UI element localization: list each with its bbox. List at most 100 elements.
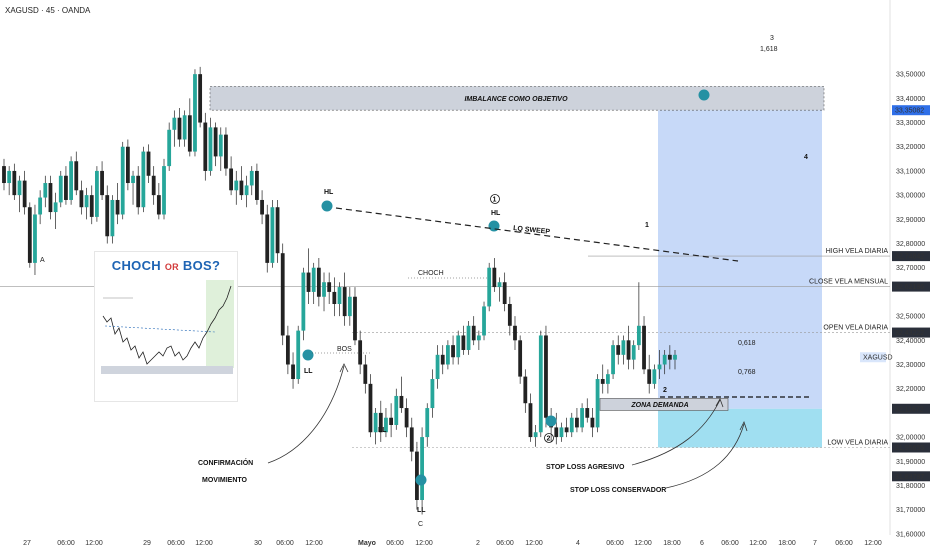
inset-dashed-line	[104, 325, 216, 333]
fib-label: 0,768	[738, 369, 756, 376]
ll-label: LL	[417, 507, 426, 514]
candle-down	[151, 175, 156, 196]
candle-down	[187, 115, 192, 152]
candle-up	[435, 354, 440, 380]
candle-down	[265, 214, 270, 263]
level-value-box	[892, 327, 930, 338]
candle-up	[425, 408, 430, 438]
candle-down	[528, 403, 533, 438]
candle-down	[409, 427, 414, 452]
level-value: 32,74842	[895, 254, 924, 261]
candle-down	[342, 287, 347, 317]
y-tick-label: 32,80000	[896, 241, 925, 248]
zones-layer: IMBALANCE COMO OBJETIVO ZONA DEMANDA	[209, 85, 825, 448]
candle-down	[575, 417, 579, 428]
candle-down	[471, 325, 476, 341]
hl-label: HL	[324, 189, 334, 196]
candle-down	[213, 127, 218, 157]
y-tick-label: 31,80000	[896, 483, 925, 490]
candle-down	[224, 134, 228, 169]
level-value-box	[892, 251, 930, 262]
y-tick-label: 32,00000	[896, 435, 925, 442]
circle-one-label: 1	[493, 197, 497, 204]
candle-down	[125, 146, 130, 184]
candle-up	[193, 74, 197, 152]
candle-up	[394, 395, 399, 425]
x-tick-label: 06:00	[57, 540, 75, 547]
candle-up	[445, 345, 450, 365]
candle-down	[177, 117, 182, 140]
inset-grey-band	[101, 366, 233, 374]
sl-agresivo-arrowhead	[715, 398, 724, 408]
candle-down	[255, 170, 259, 200]
candle-up	[43, 183, 48, 198]
candle-down	[22, 180, 27, 208]
confirmacion-label: CONFIRMACIÓN	[198, 458, 253, 467]
candle-down	[399, 395, 404, 409]
candle-down	[115, 199, 120, 215]
bos-label: BOS	[337, 346, 352, 353]
y-tick-label: 32,30000	[896, 362, 925, 369]
structure-marker	[321, 200, 333, 212]
candle-down	[203, 122, 208, 171]
candle-up	[270, 207, 275, 263]
level-label: OPEN VELA DIARIA	[823, 325, 888, 332]
x-tick-label: 06:00	[721, 540, 739, 547]
inset-title-or: OR	[164, 262, 179, 272]
structure-marker	[415, 474, 427, 486]
level-value-box	[892, 281, 930, 292]
candle-down	[647, 369, 652, 384]
candle-down	[554, 427, 559, 438]
choch-or-bos-inset: CHOCH OR BOS?	[94, 251, 238, 402]
stop-loss-zone	[658, 408, 822, 448]
y-tick-label: 33,40000	[896, 96, 925, 103]
fib-label: 1,618	[760, 46, 778, 53]
candle-up	[38, 197, 43, 215]
levels-layer: HIGH VELA DIARIA 32,74842 CLOSE VELA MENSU…	[0, 105, 930, 482]
candle-down	[100, 170, 104, 196]
candle-up	[69, 161, 73, 200]
candle-up	[621, 340, 626, 355]
candle-down	[378, 412, 383, 433]
trendline	[335, 207, 739, 262]
y-tick-label: 33,10000	[896, 168, 925, 175]
candle-down	[513, 325, 517, 341]
candles-layer	[2, 66, 677, 515]
ll-label: LL	[378, 427, 387, 434]
candle-down	[415, 451, 419, 500]
candle-up	[120, 146, 125, 215]
candle-down	[327, 282, 332, 292]
x-tick-label: 06:00	[167, 540, 185, 547]
candle-down	[2, 166, 6, 184]
y-tick-label: 33,00000	[896, 193, 925, 200]
candle-up	[234, 180, 239, 191]
candle-down	[667, 354, 672, 360]
candle-up	[580, 408, 584, 428]
imbalance-label: IMBALANCE COMO OBJETIVO	[464, 96, 568, 103]
candle-up	[337, 287, 342, 305]
candle-down	[451, 345, 455, 358]
confirm-arrow	[267, 365, 345, 464]
candle-up	[58, 175, 63, 203]
sl-conservador-arrow	[665, 423, 745, 489]
inset-title: CHOCH OR BOS?	[95, 258, 237, 273]
y-tick-label: 32,40000	[896, 338, 925, 345]
candle-down	[389, 417, 394, 425]
candle-down	[156, 195, 161, 215]
candle-down	[590, 417, 595, 428]
candle-down	[358, 340, 363, 365]
candle-down	[440, 354, 445, 365]
x-tick-label: 12:00	[749, 540, 767, 547]
x-tick-label: 06:00	[496, 540, 514, 547]
candle-up	[347, 296, 352, 317]
candle-down	[368, 383, 373, 433]
candle-down	[146, 151, 151, 176]
candle-down	[564, 427, 569, 433]
candle-up	[430, 379, 435, 409]
ll-label: LL	[304, 368, 313, 375]
confirm-arrowhead	[339, 363, 349, 373]
candle-up	[172, 117, 177, 130]
x-tick-label: 18:00	[663, 540, 681, 547]
price-tag-box	[892, 403, 930, 414]
